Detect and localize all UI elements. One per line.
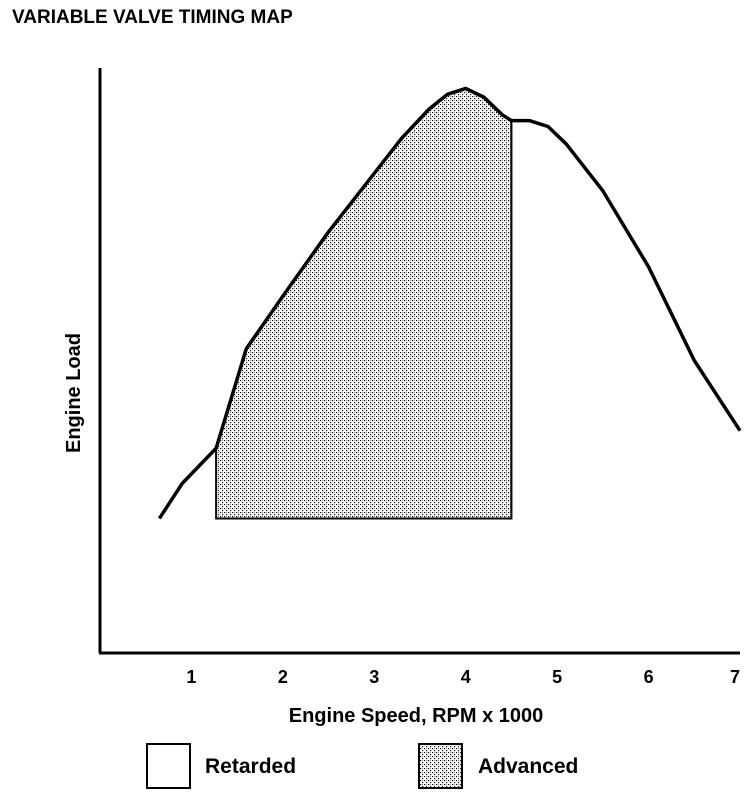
x-tick-label: 7 xyxy=(730,667,740,687)
load-curve-line xyxy=(157,86,742,520)
legend-label-advanced: Advanced xyxy=(478,755,578,778)
x-tick-label: 6 xyxy=(644,667,654,687)
x-axis-label: Engine Speed, RPM x 1000 xyxy=(289,705,544,727)
chart-title: VARIABLE VALVE TIMING MAP xyxy=(12,7,293,28)
plot-area xyxy=(157,86,742,520)
x-tick-label: 4 xyxy=(461,667,471,687)
x-tick-label: 1 xyxy=(186,667,196,687)
x-tick-label: 2 xyxy=(278,667,288,687)
legend-label-retarded: Retarded xyxy=(205,755,296,778)
advanced-region xyxy=(215,87,513,520)
y-axis-label: Engine Load xyxy=(63,333,85,453)
legend-swatch-retarded xyxy=(146,743,191,789)
legend-swatch-advanced xyxy=(418,743,463,789)
x-tick-label: 3 xyxy=(369,667,379,687)
x-tick-label: 5 xyxy=(552,667,562,687)
x-tick-labels: 1 2 3 4 5 6 7 xyxy=(186,667,740,687)
legend: Retarded Advanced xyxy=(146,743,578,789)
